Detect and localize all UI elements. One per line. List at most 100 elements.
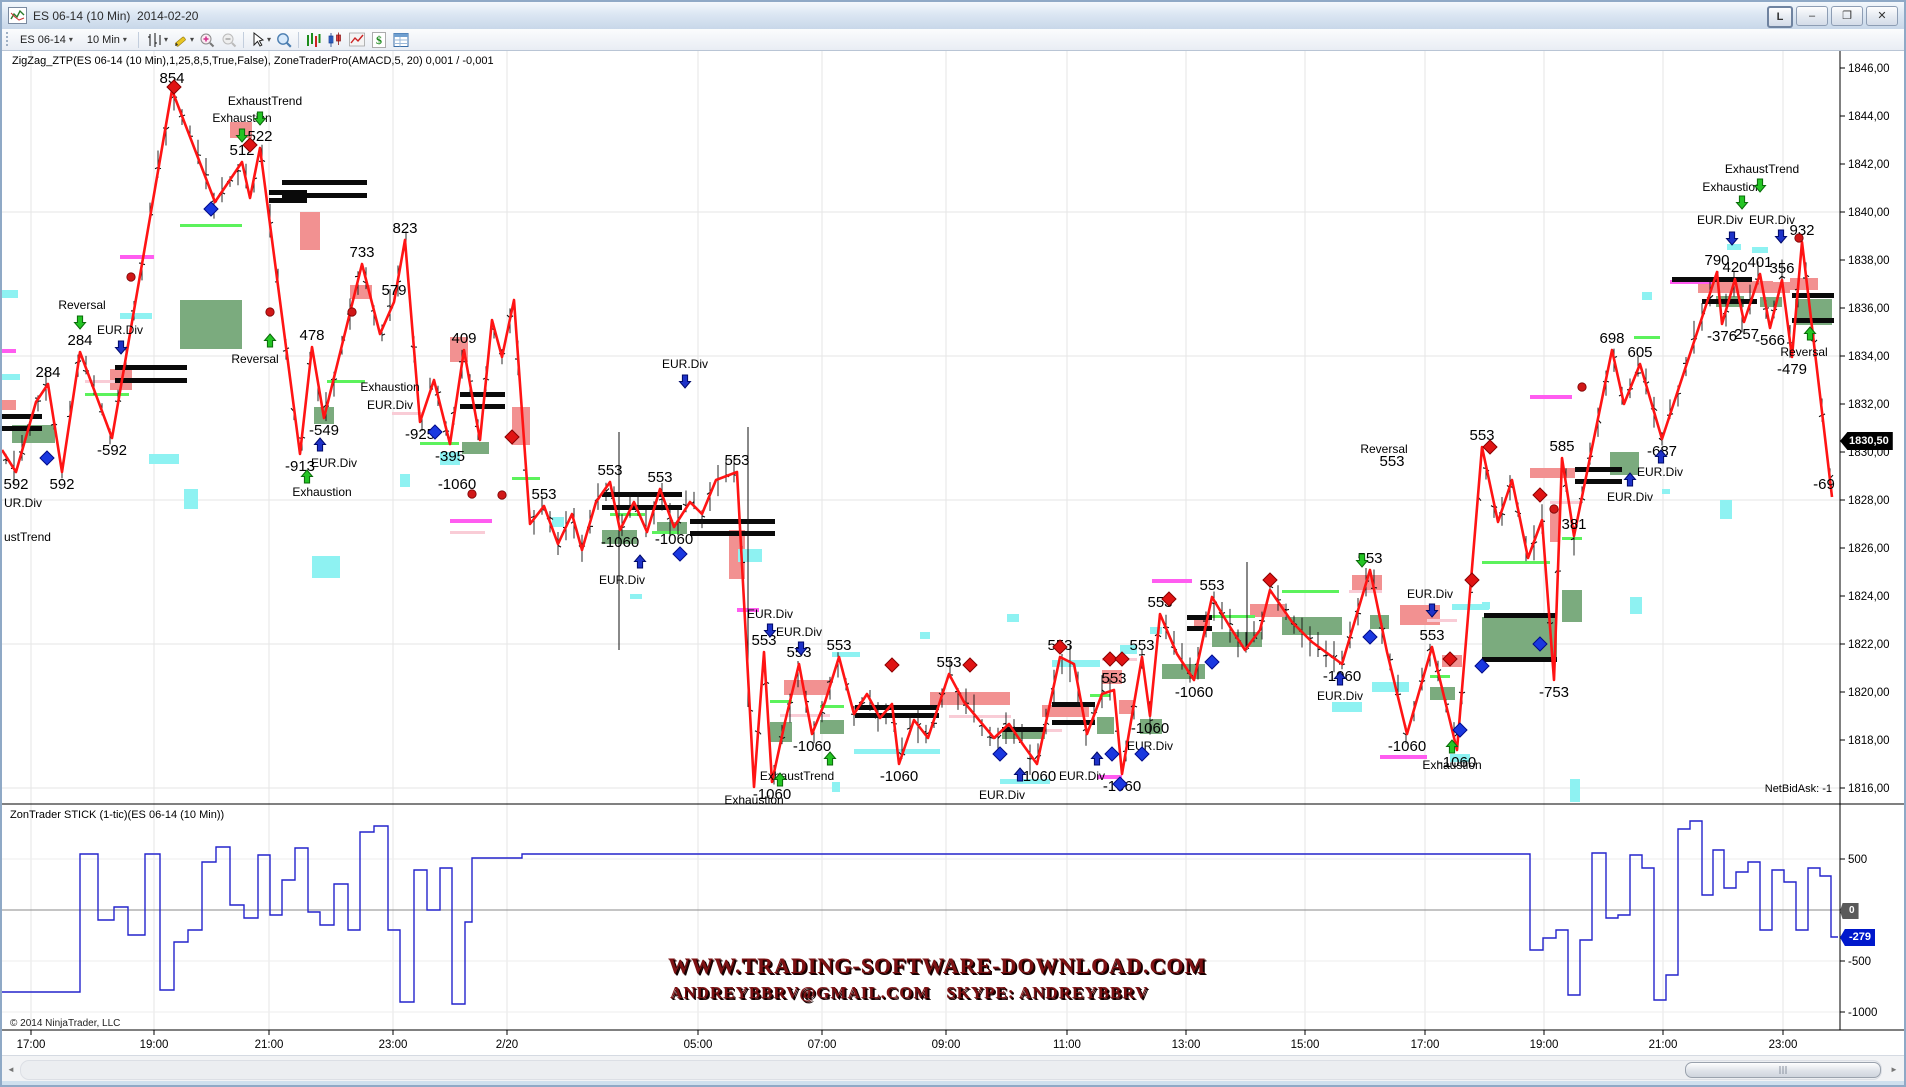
link-button[interactable]: L <box>1767 6 1793 28</box>
svg-text:553: 553 <box>531 486 556 503</box>
scrollbar-thumb[interactable] <box>1685 1062 1881 1078</box>
svg-text:420: 420 <box>1722 259 1747 276</box>
chart-line-icon[interactable] <box>346 31 368 49</box>
svg-text:ExhaustTrend: ExhaustTrend <box>228 94 302 108</box>
toolbar-grip-icon[interactable] <box>4 31 10 48</box>
dollar-sign-icon[interactable]: $ <box>368 31 390 49</box>
svg-text:1824,00: 1824,00 <box>1848 591 1890 603</box>
svg-text:553: 553 <box>647 469 672 486</box>
zoom-in-icon[interactable] <box>196 31 218 49</box>
svg-text:-1060: -1060 <box>438 476 476 493</box>
horizontal-scrollbar[interactable]: ◄ ► <box>2 1055 1904 1082</box>
pencil-icon[interactable]: ▾ <box>170 31 196 49</box>
price-axis: 1846,00 1844,00 1842,00 1840,00 1838,00 1836,… <box>1840 63 1890 1019</box>
svg-text:2/20: 2/20 <box>496 1039 518 1051</box>
svg-text:401: 401 <box>1747 254 1772 271</box>
svg-text:553: 553 <box>1419 627 1444 644</box>
svg-text:-479: -479 <box>1777 361 1807 378</box>
svg-text:11:00: 11:00 <box>1053 1039 1081 1051</box>
svg-text:EUR.Div: EUR.Div <box>1059 769 1105 783</box>
svg-text:Reversal: Reversal <box>1360 442 1407 456</box>
data-grid-icon[interactable] <box>390 31 412 49</box>
svg-text:EUR.Div: EUR.Div <box>1637 465 1683 479</box>
close-button[interactable]: ✕ <box>1866 6 1898 26</box>
svg-text:553: 553 <box>826 637 851 654</box>
chevron-down-icon: ▾ <box>68 35 73 44</box>
svg-text:13:00: 13:00 <box>1172 1039 1201 1051</box>
indicator-label: ZigZag_ZTP(ES 06-14 (10 Min),1,25,8,5,Tr… <box>12 55 494 67</box>
restore-button[interactable]: ❐ <box>1831 6 1863 26</box>
svg-text:284: 284 <box>35 364 60 381</box>
svg-text:EUR.Div: EUR.Div <box>97 323 143 337</box>
svg-text:592: 592 <box>49 476 74 493</box>
net-bid-ask-label: NetBidAsk: -1 <box>1764 783 1832 795</box>
scroll-left-button[interactable]: ◄ <box>7 1064 15 1074</box>
chart-candles-icon[interactable] <box>324 31 346 49</box>
svg-text:1826,00: 1826,00 <box>1848 543 1890 555</box>
svg-text:09:00: 09:00 <box>932 1039 961 1051</box>
scroll-right-button[interactable]: ► <box>1890 1064 1898 1074</box>
svg-text:553: 553 <box>1101 670 1126 687</box>
svg-text:-549: -549 <box>309 422 339 439</box>
svg-text:Reversal: Reversal <box>58 298 105 312</box>
svg-text:553: 553 <box>751 632 776 649</box>
svg-text:553: 553 <box>1199 577 1224 594</box>
interval-select[interactable]: 10 Min ▾ <box>81 30 133 50</box>
svg-text:EUR.Div: EUR.Div <box>747 607 793 621</box>
pivot-labels: 592284592284-592854512522-913478-5497335… <box>3 70 1834 803</box>
svg-text:EUR.Div: EUR.Div <box>1317 689 1363 703</box>
svg-text:381: 381 <box>1561 516 1586 533</box>
markers <box>39 79 1817 792</box>
chevron-down-icon: ▾ <box>122 35 127 44</box>
instrument-select[interactable]: ES 06-14 ▾ <box>14 30 79 50</box>
chevron-down-icon: ▾ <box>266 35 271 44</box>
magnifier-icon[interactable] <box>273 31 295 49</box>
svg-text:500: 500 <box>1848 854 1867 866</box>
svg-text:553: 553 <box>724 452 749 469</box>
trade-zones <box>2 122 1832 802</box>
bar-settings-icon[interactable]: ▾ <box>144 31 170 49</box>
scrollbar-grip-icon <box>1779 1066 1787 1074</box>
svg-text:EUR.Div: EUR.Div <box>1607 490 1653 504</box>
svg-text:1842,00: 1842,00 <box>1848 159 1890 171</box>
frame <box>2 51 1904 1031</box>
svg-text:592: 592 <box>3 476 28 493</box>
svg-text:Exhaustion: Exhaustion <box>724 793 783 807</box>
chevron-down-icon: ▾ <box>163 35 168 44</box>
svg-text:-1060: -1060 <box>1131 720 1169 737</box>
svg-text:698: 698 <box>1599 330 1624 347</box>
svg-text:1818,00: 1818,00 <box>1848 735 1890 747</box>
svg-text:-1060: -1060 <box>1018 768 1056 785</box>
svg-text:553: 553 <box>1469 427 1494 444</box>
svg-text:19:00: 19:00 <box>140 1039 169 1051</box>
svg-text:1816,00: 1816,00 <box>1848 783 1890 795</box>
watermark-line2: ANDREYBBRV@GMAIL.COM SKYPE: ANDREYBBRV <box>670 983 1149 1002</box>
svg-text:1832,00: 1832,00 <box>1848 399 1890 411</box>
copyright-label: © 2014 NinjaTrader, LLC <box>10 1018 121 1029</box>
svg-text:-925: -925 <box>405 426 435 443</box>
svg-text:21:00: 21:00 <box>1649 1039 1678 1051</box>
svg-text:932: 932 <box>1789 222 1814 239</box>
svg-text:-1060: -1060 <box>753 786 791 803</box>
svg-text:605: 605 <box>1627 344 1652 361</box>
svg-text:-1060: -1060 <box>1175 684 1213 701</box>
svg-text:284: 284 <box>67 332 92 349</box>
toolbar: ES 06-14 ▾ 10 Min ▾ ▾ ▾ ▾ $ <box>2 29 1904 51</box>
scrollbar-track[interactable] <box>20 1060 1882 1080</box>
title-bar[interactable]: ES 06-14 (10 Min) 2014-02-20 L – ❐ ✕ <box>2 2 1904 30</box>
svg-text:553: 553 <box>597 462 622 479</box>
svg-text:23:00: 23:00 <box>379 1039 408 1051</box>
svg-text:Reversal: Reversal <box>231 352 278 366</box>
cursor-icon[interactable]: ▾ <box>247 31 273 49</box>
svg-text:1828,00: 1828,00 <box>1848 495 1890 507</box>
zoom-out-icon[interactable] <box>218 31 240 49</box>
minimize-button[interactable]: – <box>1796 6 1828 26</box>
chevron-down-icon: ▾ <box>189 35 194 44</box>
svg-text:1846,00: 1846,00 <box>1848 63 1890 75</box>
svg-text:EUR.Div: EUR.Div <box>662 357 708 371</box>
svg-text:07:00: 07:00 <box>808 1039 837 1051</box>
chart-bars-icon[interactable] <box>302 31 324 49</box>
svg-text:EUR.Div: EUR.Div <box>1127 739 1173 753</box>
svg-text:823: 823 <box>392 220 417 237</box>
